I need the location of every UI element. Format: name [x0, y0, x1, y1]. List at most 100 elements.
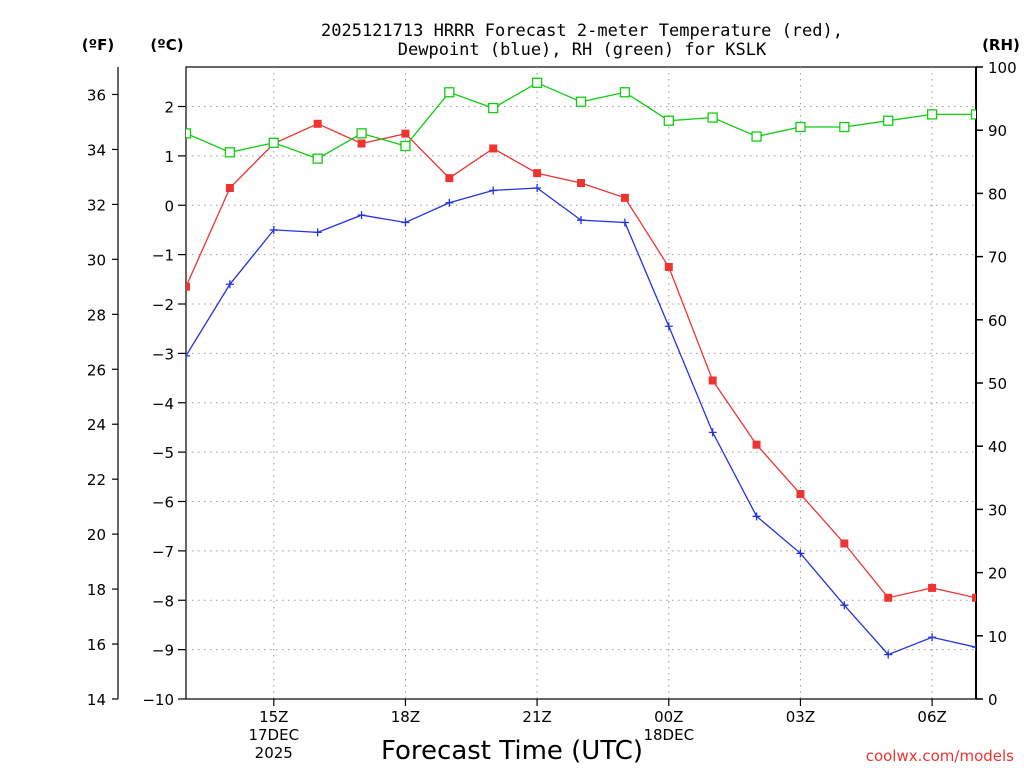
plot-frame: [185, 66, 977, 700]
data-point: [577, 216, 585, 225]
fahrenheit-tick-label: 24: [87, 416, 106, 434]
series: [186, 77, 976, 659]
rh-tick-label: 60: [988, 312, 1007, 330]
celsius-tick-label: −9: [152, 642, 174, 660]
celsius-tick-label: −8: [152, 592, 174, 610]
data-point: [533, 169, 542, 178]
rh-tick-label: 100: [988, 59, 1017, 77]
time-tick-label: 03Z: [786, 708, 815, 726]
data-point: [752, 512, 761, 521]
data-point: [269, 225, 278, 234]
time-tick-label: 15Z: [259, 708, 288, 726]
rh-unit-label: (RH): [982, 36, 1020, 54]
data-point: [312, 153, 323, 164]
fahrenheit-axis: 14 16 18 20 22 24 26 28 30 32 34 36: [87, 86, 118, 709]
data-point: [577, 179, 585, 188]
series-dewpoint: [186, 183, 976, 659]
fahrenheit-tick-label: 22: [87, 471, 106, 489]
data-point: [883, 115, 894, 126]
chart-title-line-1: 2025121713 HRRR Forecast 2-meter Tempera…: [321, 21, 843, 41]
series-rh: [186, 77, 976, 164]
celsius-tick-label: −2: [152, 296, 174, 314]
series-line: [186, 187, 976, 656]
celsius-tick-label: −1: [152, 247, 174, 265]
data-point: [400, 140, 411, 152]
data-point: [620, 193, 629, 202]
time-tick-label: 18Z: [391, 708, 420, 726]
data-point: [186, 128, 192, 139]
data-point: [796, 490, 805, 499]
data-point: [186, 351, 190, 360]
fahrenheit-tick-label: 18: [87, 581, 106, 599]
data-point: [928, 633, 937, 642]
data-point: [357, 139, 366, 148]
celsius-tick-label: −4: [152, 395, 174, 413]
data-point: [401, 129, 410, 138]
data-point: [664, 322, 673, 331]
fahrenheit-tick-label: 30: [87, 251, 106, 269]
grid: [186, 67, 976, 699]
fahrenheit-tick-label: 28: [87, 306, 106, 324]
data-point: [313, 228, 322, 237]
rh-tick-label: 10: [988, 628, 1007, 646]
data-point: [186, 282, 190, 291]
rh-tick-label: 80: [988, 185, 1007, 203]
rh-tick-label: 40: [988, 438, 1007, 456]
data-point: [268, 137, 279, 148]
chart-title-line-2: Dewpoint (blue), RH (green) for KSLK: [398, 40, 767, 60]
rh-tick-label: 50: [988, 375, 1007, 393]
data-point: [839, 121, 850, 133]
rh-axis: 0 10 20 30 40 50 60 70 80 90 100: [976, 59, 1017, 709]
celsius-tick-label: −5: [152, 444, 174, 462]
time-tick-label: 18DEC: [643, 726, 694, 744]
series-2-meter-temperature: [186, 119, 976, 602]
series-line: [186, 123, 976, 599]
time-tick-label: 2025: [255, 744, 293, 762]
celsius-unit-label: (ºC): [150, 36, 183, 54]
data-point: [751, 131, 762, 142]
data-point: [708, 376, 717, 385]
data-point: [664, 262, 673, 271]
data-point: [752, 440, 761, 449]
celsius-tick-label: 2: [164, 99, 174, 117]
data-point: [575, 96, 587, 107]
data-point: [926, 109, 938, 120]
celsius-tick-label: −3: [152, 345, 174, 363]
series-line: [186, 82, 976, 160]
celsius-tick-label: −7: [152, 543, 174, 561]
data-point: [663, 115, 674, 126]
data-point: [884, 593, 893, 602]
data-point: [356, 128, 367, 139]
time-tick-label: 06Z: [917, 708, 946, 726]
credit-text: coolwx.com/models: [866, 747, 1014, 765]
data-point: [708, 428, 717, 437]
data-point: [445, 174, 454, 183]
data-point: [928, 583, 937, 592]
data-point: [225, 280, 234, 289]
data-point: [489, 144, 498, 153]
fahrenheit-tick-label: 32: [87, 196, 106, 214]
fahrenheit-tick-label: 14: [87, 691, 106, 709]
data-point: [313, 119, 322, 128]
celsius-tick-label: −6: [152, 494, 174, 512]
data-point: [707, 112, 718, 123]
data-point: [970, 109, 976, 120]
data-point: [445, 198, 454, 207]
data-point: [972, 643, 976, 652]
celsius-tick-label: 1: [164, 148, 174, 166]
celsius-tick-label: −10: [142, 691, 174, 709]
data-point: [972, 593, 976, 602]
fahrenheit-tick-label: 34: [87, 141, 106, 159]
rh-tick-label: 0: [988, 691, 998, 709]
time-tick-label: 00Z: [654, 708, 683, 726]
data-point: [533, 183, 542, 192]
data-point: [840, 539, 849, 548]
data-point: [840, 601, 849, 610]
time-tick-label: 17DEC: [248, 726, 299, 744]
fahrenheit-tick-label: 16: [87, 636, 106, 654]
data-point: [488, 102, 499, 114]
data-point: [224, 147, 236, 158]
